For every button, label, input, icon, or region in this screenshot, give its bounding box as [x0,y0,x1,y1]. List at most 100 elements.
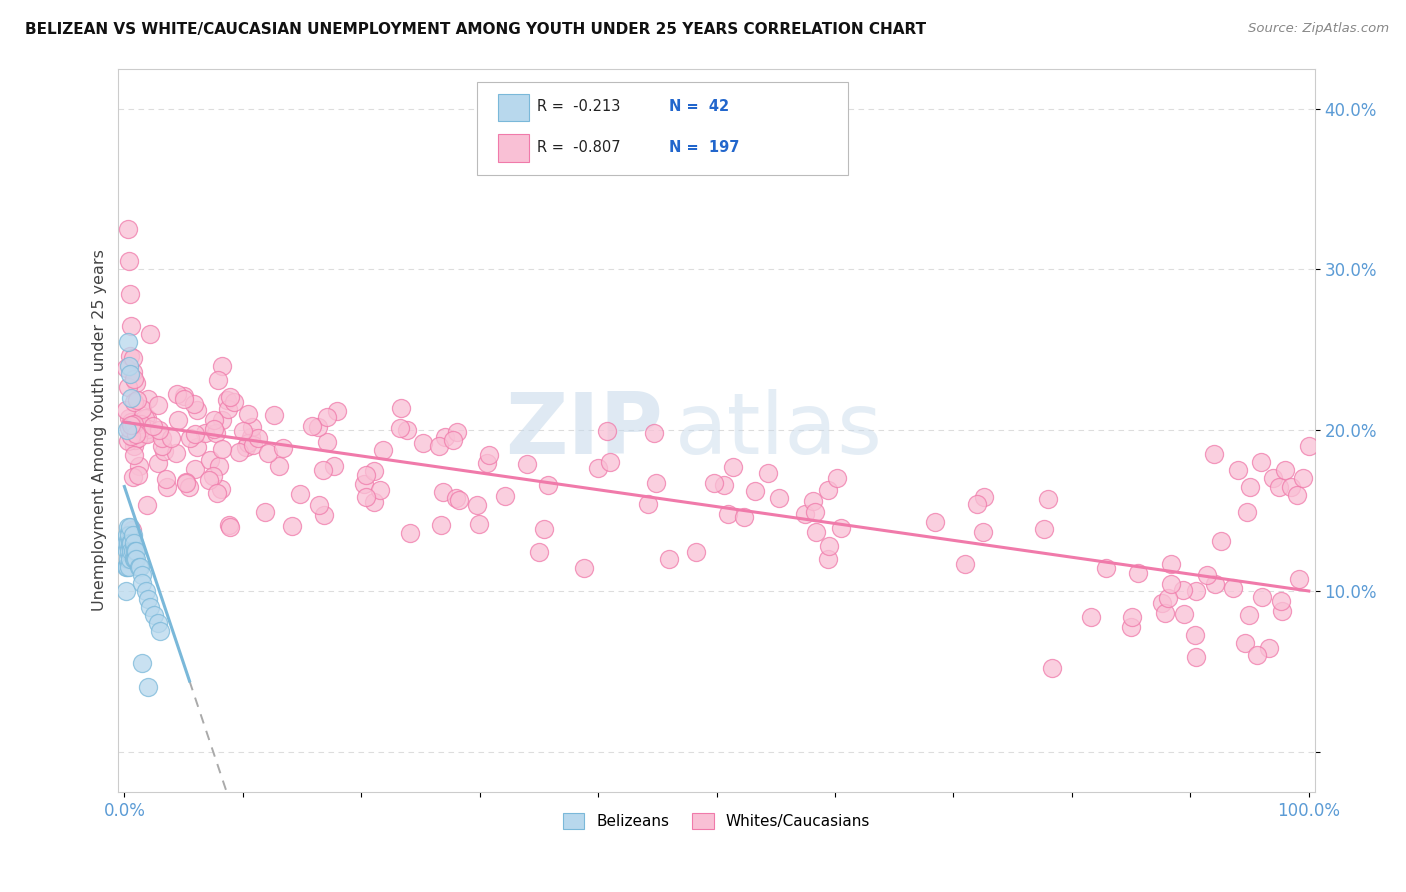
Point [246,431,269,445]
Point [768,491,790,505]
Point [1239,608,1261,623]
Point [263,409,285,423]
Point [1185,650,1208,665]
Bar [498,135,529,161]
Point [120,519,142,533]
Point [637,497,659,511]
Point [114,535,136,549]
Point [1202,447,1225,461]
Text: N =  197: N = 197 [669,140,740,155]
Point [533,522,555,536]
Point [1080,609,1102,624]
Point [924,515,946,529]
Point [441,433,464,447]
Point [217,402,239,417]
Point [703,476,725,491]
Point [717,507,740,521]
Point [817,483,839,497]
Point [201,468,224,483]
Point [713,478,735,492]
Point [122,395,145,409]
Point [314,508,336,522]
Point [115,544,138,558]
Point [1128,566,1150,580]
Point [222,395,245,409]
Point [326,403,349,417]
Point [232,424,254,438]
Point [388,421,411,435]
Point [207,373,229,387]
Point [257,446,280,460]
Point [432,485,454,500]
Point [1250,455,1272,469]
Point [179,431,201,445]
Point [794,507,817,521]
Point [174,475,197,490]
Point [150,431,173,445]
Point [307,420,329,434]
Point [1040,661,1063,675]
Point [1171,583,1194,598]
Point [120,367,142,381]
Point [150,439,173,453]
Point [118,560,141,574]
Point [1226,463,1249,477]
Point [1250,591,1272,605]
Point [120,415,142,429]
Point [803,506,825,520]
Point [146,616,169,631]
FancyBboxPatch shape [477,82,848,175]
Point [363,464,385,478]
Point [115,403,138,417]
Text: Source: ZipAtlas.com: Source: ZipAtlas.com [1249,22,1389,36]
Point [744,484,766,499]
Point [125,426,148,441]
Point [434,430,457,444]
Point [972,525,994,540]
Point [301,418,323,433]
Point [312,463,335,477]
Point [586,461,609,475]
Point [114,360,136,375]
Point [120,417,142,432]
Point [131,402,153,417]
Point [131,421,153,435]
Point [131,576,153,591]
Point [205,426,228,441]
Point [125,544,148,558]
Point [136,392,159,406]
Point [1209,533,1232,548]
Text: R =  -0.213: R = -0.213 [537,99,620,114]
Point [281,518,304,533]
Point [368,483,391,498]
Point [239,430,262,444]
Text: BELIZEAN VS WHITE/CAUCASIAN UNEMPLOYMENT AMONG YOUTH UNDER 25 YEARS CORRELATION : BELIZEAN VS WHITE/CAUCASIAN UNEMPLOYMENT… [25,22,927,37]
Point [217,393,239,408]
Point [118,544,141,558]
Point [134,411,156,425]
Point [1279,479,1302,493]
Point [135,425,157,440]
Point [153,444,176,458]
Point [1263,471,1285,485]
Point [124,448,146,462]
Point [121,523,143,537]
Point [363,495,385,509]
Point [120,429,142,443]
Point [1236,505,1258,519]
Point [117,222,139,236]
Point [267,459,290,474]
Point [242,438,264,452]
Point [166,387,188,401]
Point [184,426,207,441]
Point [353,476,375,491]
Point [118,254,141,268]
Point [156,480,179,494]
Point [128,560,150,574]
Point [966,497,988,511]
Point [131,568,153,582]
Point [122,372,145,386]
Point [121,535,143,549]
Point [118,420,141,434]
Point [121,318,143,333]
